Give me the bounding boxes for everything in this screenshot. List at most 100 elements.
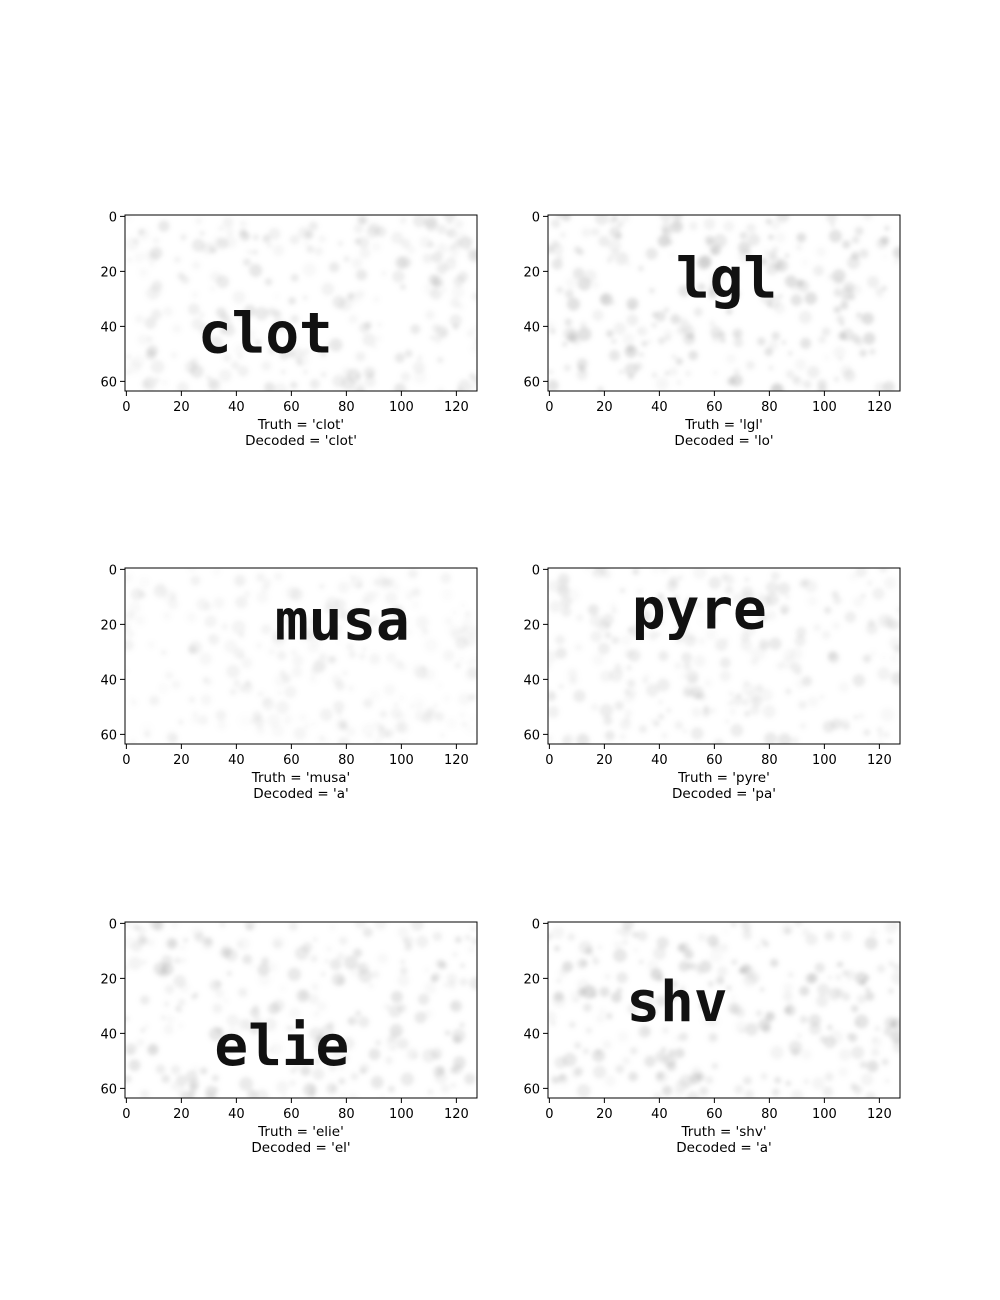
truth-label: Truth = 'lgl' bbox=[684, 417, 763, 433]
x-tick-label: 100 bbox=[389, 753, 414, 768]
y-tick-label: 0 bbox=[532, 563, 540, 578]
panel-musa: musa 0 20 40 60 80 100 120 0 20 40 60 Truth = 'musa'… bbox=[100, 563, 478, 802]
x-tick-label: 100 bbox=[812, 753, 837, 768]
truth-label: Truth = 'musa' bbox=[251, 770, 351, 786]
captcha-word: pyre bbox=[632, 578, 767, 643]
y-tick-label: 60 bbox=[523, 728, 540, 743]
y-tick-label: 60 bbox=[523, 1082, 540, 1097]
captcha-image: musa bbox=[125, 568, 477, 744]
captcha-word: elie bbox=[214, 1014, 349, 1079]
decoded-label: Decoded = 'clot' bbox=[245, 433, 357, 449]
y-tick-label: 40 bbox=[100, 1027, 117, 1042]
x-tick-label: 20 bbox=[173, 400, 190, 415]
y-tick-label: 20 bbox=[523, 618, 540, 633]
x-tick-label: 40 bbox=[651, 1107, 668, 1122]
x-tick-label: 120 bbox=[444, 753, 469, 768]
decoded-label: Decoded = 'lo' bbox=[674, 433, 773, 449]
truth-label: Truth = 'pyre' bbox=[677, 770, 770, 786]
y-tick-label: 0 bbox=[109, 210, 117, 225]
captcha-image: lgl bbox=[548, 215, 900, 391]
y-tick-label: 40 bbox=[523, 1027, 540, 1042]
captcha-image: pyre bbox=[548, 568, 900, 744]
truth-label: Truth = 'shv' bbox=[680, 1124, 766, 1140]
y-tick-label: 40 bbox=[100, 673, 117, 688]
x-tick-label: 60 bbox=[706, 753, 723, 768]
axes-frame bbox=[124, 214, 478, 392]
y-tick-label: 20 bbox=[100, 972, 117, 987]
x-tick-label: 100 bbox=[389, 1107, 414, 1122]
y-tick-label: 20 bbox=[100, 618, 117, 633]
x-tick-label: 80 bbox=[338, 1107, 355, 1122]
y-tick-label: 60 bbox=[100, 728, 117, 743]
x-tick-label: 20 bbox=[173, 753, 190, 768]
x-tick-label: 0 bbox=[545, 753, 553, 768]
captcha-word: lgl bbox=[676, 247, 777, 312]
x-tick-label: 60 bbox=[283, 1107, 300, 1122]
axes-frame bbox=[124, 921, 478, 1099]
x-tick-label: 20 bbox=[173, 1107, 190, 1122]
noise-texture bbox=[548, 922, 900, 1098]
x-tick-label: 40 bbox=[228, 753, 245, 768]
captcha-word: musa bbox=[275, 589, 410, 654]
y-tick-label: 20 bbox=[523, 265, 540, 280]
y-tick-label: 60 bbox=[100, 1082, 117, 1097]
y-tick-label: 0 bbox=[109, 563, 117, 578]
x-tick-label: 80 bbox=[761, 753, 778, 768]
noise-texture bbox=[125, 215, 477, 391]
decoded-label: Decoded = 'a' bbox=[253, 786, 348, 802]
captcha-word: shv bbox=[626, 970, 727, 1035]
panel-shv: shv 0 20 40 60 80 100 120 0 20 40 60 Truth = 'shv'De… bbox=[523, 917, 901, 1156]
x-tick-label: 0 bbox=[545, 1107, 553, 1122]
x-tick-label: 120 bbox=[867, 1107, 892, 1122]
x-tick-label: 0 bbox=[545, 400, 553, 415]
x-tick-label: 120 bbox=[867, 753, 892, 768]
axes-frame bbox=[547, 921, 901, 1099]
x-tick-label: 60 bbox=[283, 753, 300, 768]
x-tick-label: 0 bbox=[122, 400, 130, 415]
x-tick-label: 40 bbox=[228, 1107, 245, 1122]
y-tick-label: 60 bbox=[100, 375, 117, 390]
y-tick-label: 20 bbox=[523, 972, 540, 987]
x-tick-label: 100 bbox=[812, 400, 837, 415]
x-tick-label: 120 bbox=[444, 1107, 469, 1122]
x-tick-label: 20 bbox=[596, 400, 613, 415]
x-tick-label: 80 bbox=[338, 753, 355, 768]
x-tick-label: 40 bbox=[651, 400, 668, 415]
captcha-image: shv bbox=[548, 922, 900, 1098]
y-tick-label: 60 bbox=[523, 375, 540, 390]
axes-frame bbox=[124, 567, 478, 745]
y-tick-label: 0 bbox=[109, 917, 117, 932]
x-tick-label: 100 bbox=[389, 400, 414, 415]
panel-elie: elie 0 20 40 60 80 100 120 0 20 40 60 Truth = 'elie'… bbox=[100, 917, 478, 1156]
x-tick-label: 0 bbox=[122, 753, 130, 768]
x-tick-label: 40 bbox=[228, 400, 245, 415]
truth-label: Truth = 'elie' bbox=[257, 1124, 344, 1140]
panel-pyre: pyre 0 20 40 60 80 100 120 0 20 40 60 Truth = 'pyre'… bbox=[523, 563, 901, 802]
x-tick-label: 80 bbox=[761, 400, 778, 415]
panel-lgl: lgl 0 20 40 60 80 100 120 0 20 40 60 Truth = 'lgl'De… bbox=[523, 210, 901, 449]
x-tick-label: 20 bbox=[596, 753, 613, 768]
decoded-label: Decoded = 'el' bbox=[251, 1140, 350, 1156]
noise-texture bbox=[548, 215, 900, 391]
x-tick-label: 120 bbox=[444, 400, 469, 415]
x-tick-label: 60 bbox=[283, 400, 300, 415]
y-tick-label: 40 bbox=[523, 320, 540, 335]
x-tick-label: 120 bbox=[867, 400, 892, 415]
decoded-label: Decoded = 'a' bbox=[676, 1140, 771, 1156]
x-tick-label: 40 bbox=[651, 753, 668, 768]
axes-frame bbox=[547, 214, 901, 392]
x-tick-label: 80 bbox=[338, 400, 355, 415]
x-tick-label: 0 bbox=[122, 1107, 130, 1122]
noise-texture bbox=[125, 922, 477, 1098]
y-tick-label: 0 bbox=[532, 917, 540, 932]
x-tick-label: 60 bbox=[706, 400, 723, 415]
x-tick-label: 100 bbox=[812, 1107, 837, 1122]
noise-texture bbox=[125, 568, 477, 744]
x-tick-label: 80 bbox=[761, 1107, 778, 1122]
noise-texture bbox=[548, 568, 900, 744]
decoded-label: Decoded = 'pa' bbox=[672, 786, 776, 802]
truth-label: Truth = 'clot' bbox=[257, 417, 344, 433]
panel-clot: clot 0 20 40 60 80 100 120 0 20 40 60 Truth = 'clot'… bbox=[100, 210, 478, 449]
captcha-image: clot bbox=[125, 215, 477, 391]
